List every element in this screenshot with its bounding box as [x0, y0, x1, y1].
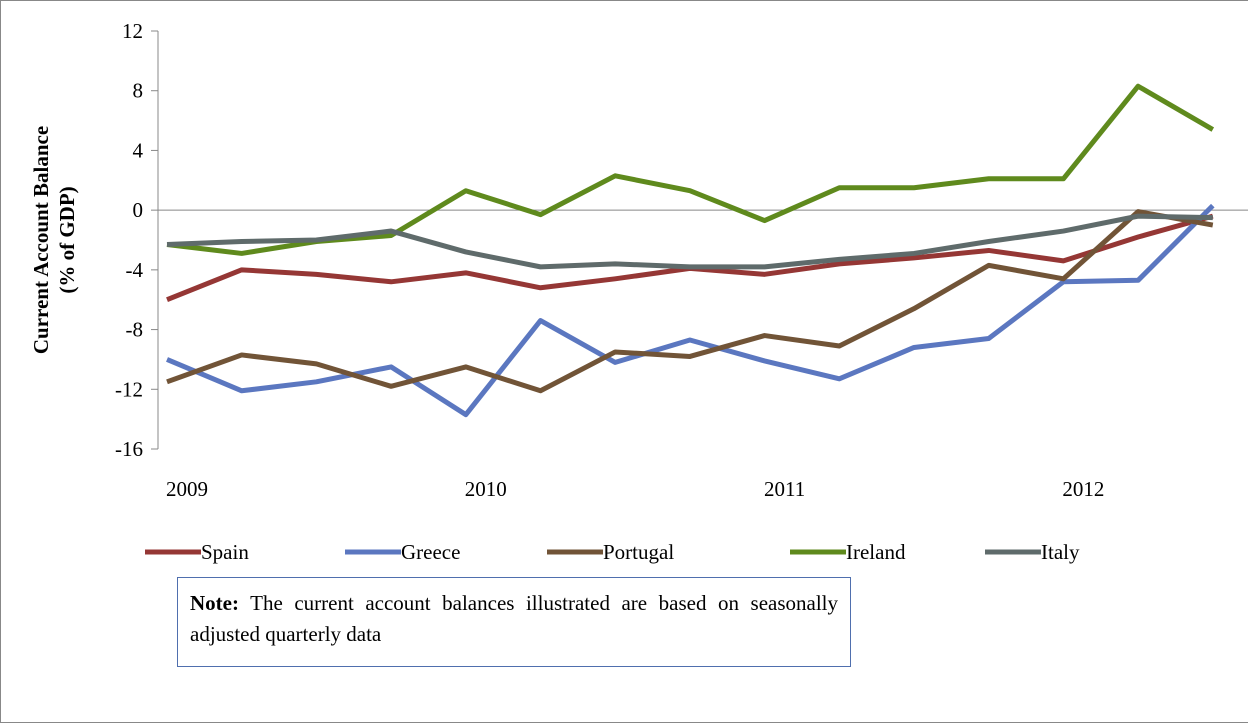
legend-label: Spain [201, 540, 249, 564]
series-line [166, 213, 1213, 270]
series-line [166, 83, 1215, 256]
y-axis-title: Current Account Balance (% of GDP) [29, 126, 79, 354]
y-tick-label: -16 [115, 437, 143, 461]
y-label-line: (% of GDP) [55, 186, 79, 293]
series-line [166, 203, 1215, 418]
note-box: Note: The current account balances illus… [177, 577, 851, 667]
x-tick-label: 2011 [764, 477, 805, 501]
y-tick-label: 8 [133, 79, 144, 103]
y-tick-label: 4 [133, 138, 144, 162]
y-label-line: Current Account Balance [29, 126, 53, 354]
legend-label: Italy [1041, 540, 1080, 564]
y-tick-label: 12 [122, 19, 143, 43]
legend-label: Ireland [846, 540, 906, 564]
series-line [166, 209, 1214, 394]
y-tick-label: -8 [126, 318, 144, 342]
x-tick-label: 2012 [1062, 477, 1104, 501]
x-tick-label: 2010 [465, 477, 507, 501]
legend-label: Portugal [603, 540, 674, 564]
x-tick-label: 2009 [166, 477, 208, 501]
y-tick-label: -4 [126, 258, 144, 282]
legend-label: Greece [401, 540, 460, 564]
y-tick-label: -12 [115, 377, 143, 401]
y-tick-label: 0 [133, 198, 144, 222]
note-text: The current account balances illustrated… [190, 591, 838, 646]
note-label: Note: [190, 591, 239, 615]
